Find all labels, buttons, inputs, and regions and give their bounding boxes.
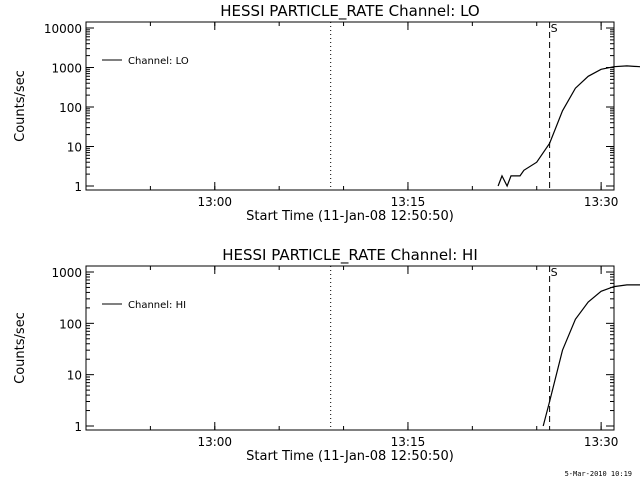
chart-title-lo: HESSI PARTICLE_RATE Channel: LO: [220, 2, 479, 21]
time-marker-label-hi: S: [551, 266, 558, 279]
series-line-hi: [542, 284, 640, 427]
y-tick-label-hi: 1000: [51, 266, 82, 280]
plot-frame-hi: [85, 265, 615, 431]
x-tick-label-lo: 13:15: [391, 195, 426, 209]
x-axis-label-hi: Start Time (11-Jan-08 12:50:50): [246, 449, 454, 464]
time-marker-label-lo: S: [551, 22, 558, 35]
chart-title-hi: HESSI PARTICLE_RATE Channel: HI: [222, 246, 478, 265]
y-tick-label-hi: 1: [74, 420, 82, 434]
y-tick-label-lo: 1000: [51, 62, 82, 76]
footer-date: 5-Mar-2010 10:19: [564, 470, 632, 478]
y-axis-label-hi: Counts/sec: [13, 312, 28, 384]
x-axis-label-lo: Start Time (11-Jan-08 12:50:50): [246, 209, 454, 224]
y-tick-label-lo: 10: [67, 141, 82, 155]
y-axis-label-lo: Counts/sec: [13, 70, 28, 142]
y-tick-label-hi: 10: [67, 369, 82, 383]
y-tick-label-lo: 10000: [44, 22, 82, 36]
x-tick-label-hi: 13:15: [391, 435, 426, 449]
y-tick-label-hi: 100: [59, 317, 82, 331]
y-tick-label-lo: 1: [74, 180, 82, 194]
series-line-lo: [497, 65, 640, 188]
x-tick-label-lo: 13:00: [197, 195, 232, 209]
x-tick-label-lo: 13:30: [584, 195, 619, 209]
x-tick-label-hi: 13:30: [584, 435, 619, 449]
legend-label-hi: Channel: HI: [128, 300, 186, 311]
y-tick-label-lo: 100: [59, 101, 82, 115]
legend-label-lo: Channel: LO: [128, 56, 189, 67]
plot-frame-lo: [85, 21, 615, 191]
x-tick-label-hi: 13:00: [197, 435, 232, 449]
